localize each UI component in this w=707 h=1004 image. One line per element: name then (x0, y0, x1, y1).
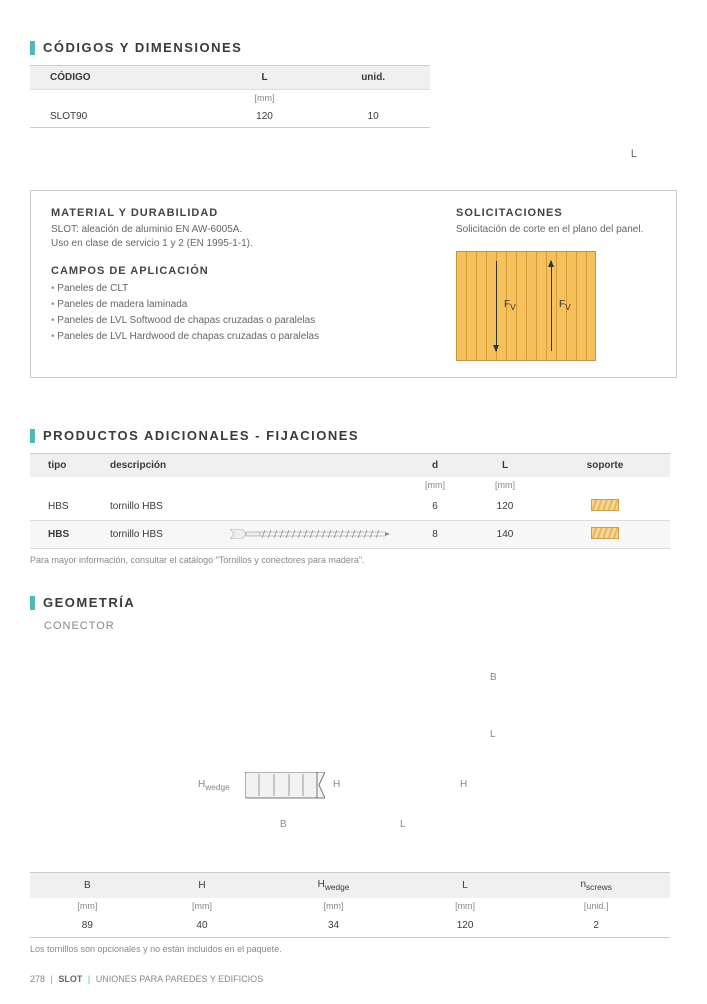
col-codigo: CÓDIGO (30, 66, 213, 90)
cell-L: 120 (213, 106, 317, 128)
info-right-column: SOLICITACIONES Solicitación de corte en … (456, 207, 656, 361)
col-B: B (30, 873, 145, 899)
dim-B: B (490, 672, 497, 683)
section-header-products: PRODUCTOS ADICIONALES - FIJACIONES (30, 428, 677, 443)
accent-bar (30, 429, 35, 443)
category-name: UNIONES PARA PAREDES Y EDIFICIOS (96, 974, 263, 984)
cell-d: 8 (400, 521, 470, 549)
col-unid: unid. (316, 66, 430, 90)
connector-icon (245, 772, 325, 800)
campos-heading: CAMPOS DE APLICACIÓN (51, 265, 416, 277)
dim-Hwedge: Hwedge (198, 779, 230, 792)
info-box: MATERIAL Y DURABILIDAD SLOT: aleación de… (30, 190, 677, 378)
cell-soporte (540, 521, 670, 549)
col-H: H (145, 873, 260, 899)
accent-bar (30, 596, 35, 610)
cell-desc: tornillo HBS (100, 493, 220, 521)
material-text: SLOT: aleación de aluminio EN AW-6005A. … (51, 223, 416, 251)
force-label: FV (559, 299, 571, 312)
wood-panel-bg (456, 251, 596, 361)
dim-H: H (333, 779, 340, 790)
wood-swatch-icon (591, 499, 619, 511)
campos-list: Paneles de CLT Paneles de madera laminad… (51, 281, 416, 345)
wood-swatch-icon (591, 527, 619, 539)
accent-bar (30, 41, 35, 55)
col-soporte: soporte (540, 454, 670, 478)
section-header-geometry: GEOMETRÍA (30, 595, 677, 610)
force-label: FV (504, 299, 516, 312)
arrow-down-icon (496, 261, 497, 351)
col-desc: descripción (100, 454, 220, 478)
cell-code: SLOT90 (30, 106, 213, 128)
cell-soporte (540, 493, 670, 521)
codes-table: CÓDIGO L unid. [mm] SLOT90 120 10 (30, 65, 430, 128)
screw-illustration (220, 521, 400, 549)
dim-H: H (460, 779, 467, 790)
screw-icon (230, 529, 390, 539)
cell-L: 120 (470, 493, 540, 521)
list-item: Paneles de LVL Hardwood de chapas cruzad… (51, 329, 416, 345)
separator: | (88, 974, 90, 984)
list-item: Paneles de CLT (51, 281, 416, 297)
dim-B: B (280, 819, 287, 830)
page-number: 278 (30, 974, 45, 984)
load-diagram: FV FV (456, 251, 596, 361)
unit-L: [mm] (213, 90, 317, 107)
cell-B: 89 (30, 914, 145, 938)
separator: | (51, 974, 53, 984)
cell-H: 40 (145, 914, 260, 938)
col-L: L (408, 873, 523, 899)
list-item: Paneles de madera laminada (51, 297, 416, 313)
cell-L: 120 (408, 914, 523, 938)
cell-L: 140 (470, 521, 540, 549)
product-name: SLOT (58, 974, 82, 984)
products-table: tipo descripción d L soporte [mm] [mm] H… (30, 453, 670, 549)
col-L: L (470, 454, 540, 478)
list-item: Paneles de LVL Softwood de chapas cruzad… (51, 313, 416, 329)
cell-Hwedge: 34 (259, 914, 407, 938)
arrow-up-icon (551, 261, 552, 351)
solicitaciones-text: Solicitación de corte en el plano del pa… (456, 223, 656, 237)
cell-desc: tornillo HBS (100, 521, 220, 549)
section-header-codes: CÓDIGOS Y DIMENSIONES (30, 40, 677, 55)
section-title: PRODUCTOS ADICIONALES - FIJACIONES (43, 428, 359, 443)
info-left-column: MATERIAL Y DURABILIDAD SLOT: aleación de… (51, 207, 416, 361)
section-title: GEOMETRÍA (43, 595, 135, 610)
floating-dimension-L: L (30, 148, 677, 160)
col-tipo: tipo (30, 454, 100, 478)
products-note: Para mayor información, consultar el cat… (30, 555, 677, 565)
cell-tipo: HBS (30, 521, 100, 549)
col-Hwedge: Hwedge (259, 873, 407, 899)
dim-L: L (400, 819, 406, 830)
col-nscrews: nscrews (522, 873, 670, 899)
geometry-table: B H Hwedge L nscrews [mm] [mm] [mm] [mm]… (30, 872, 670, 938)
section-title: CÓDIGOS Y DIMENSIONES (43, 40, 242, 55)
solicitaciones-heading: SOLICITACIONES (456, 207, 656, 219)
cell-nscrews: 2 (522, 914, 670, 938)
col-d: d (400, 454, 470, 478)
geometry-diagram: B L Hwedge H H B L (30, 644, 677, 864)
cell-tipo: HBS (30, 493, 100, 521)
geometry-subtitle: CONECTOR (44, 620, 677, 632)
col-L: L (213, 66, 317, 90)
cell-d: 6 (400, 493, 470, 521)
cell-unid: 10 (316, 106, 430, 128)
dim-L: L (490, 729, 496, 740)
material-heading: MATERIAL Y DURABILIDAD (51, 207, 416, 219)
page-footer: 278 | SLOT | UNIONES PARA PAREDES Y EDIF… (30, 974, 677, 984)
geometry-note: Los tornillos son opcionales y no están … (30, 944, 677, 954)
